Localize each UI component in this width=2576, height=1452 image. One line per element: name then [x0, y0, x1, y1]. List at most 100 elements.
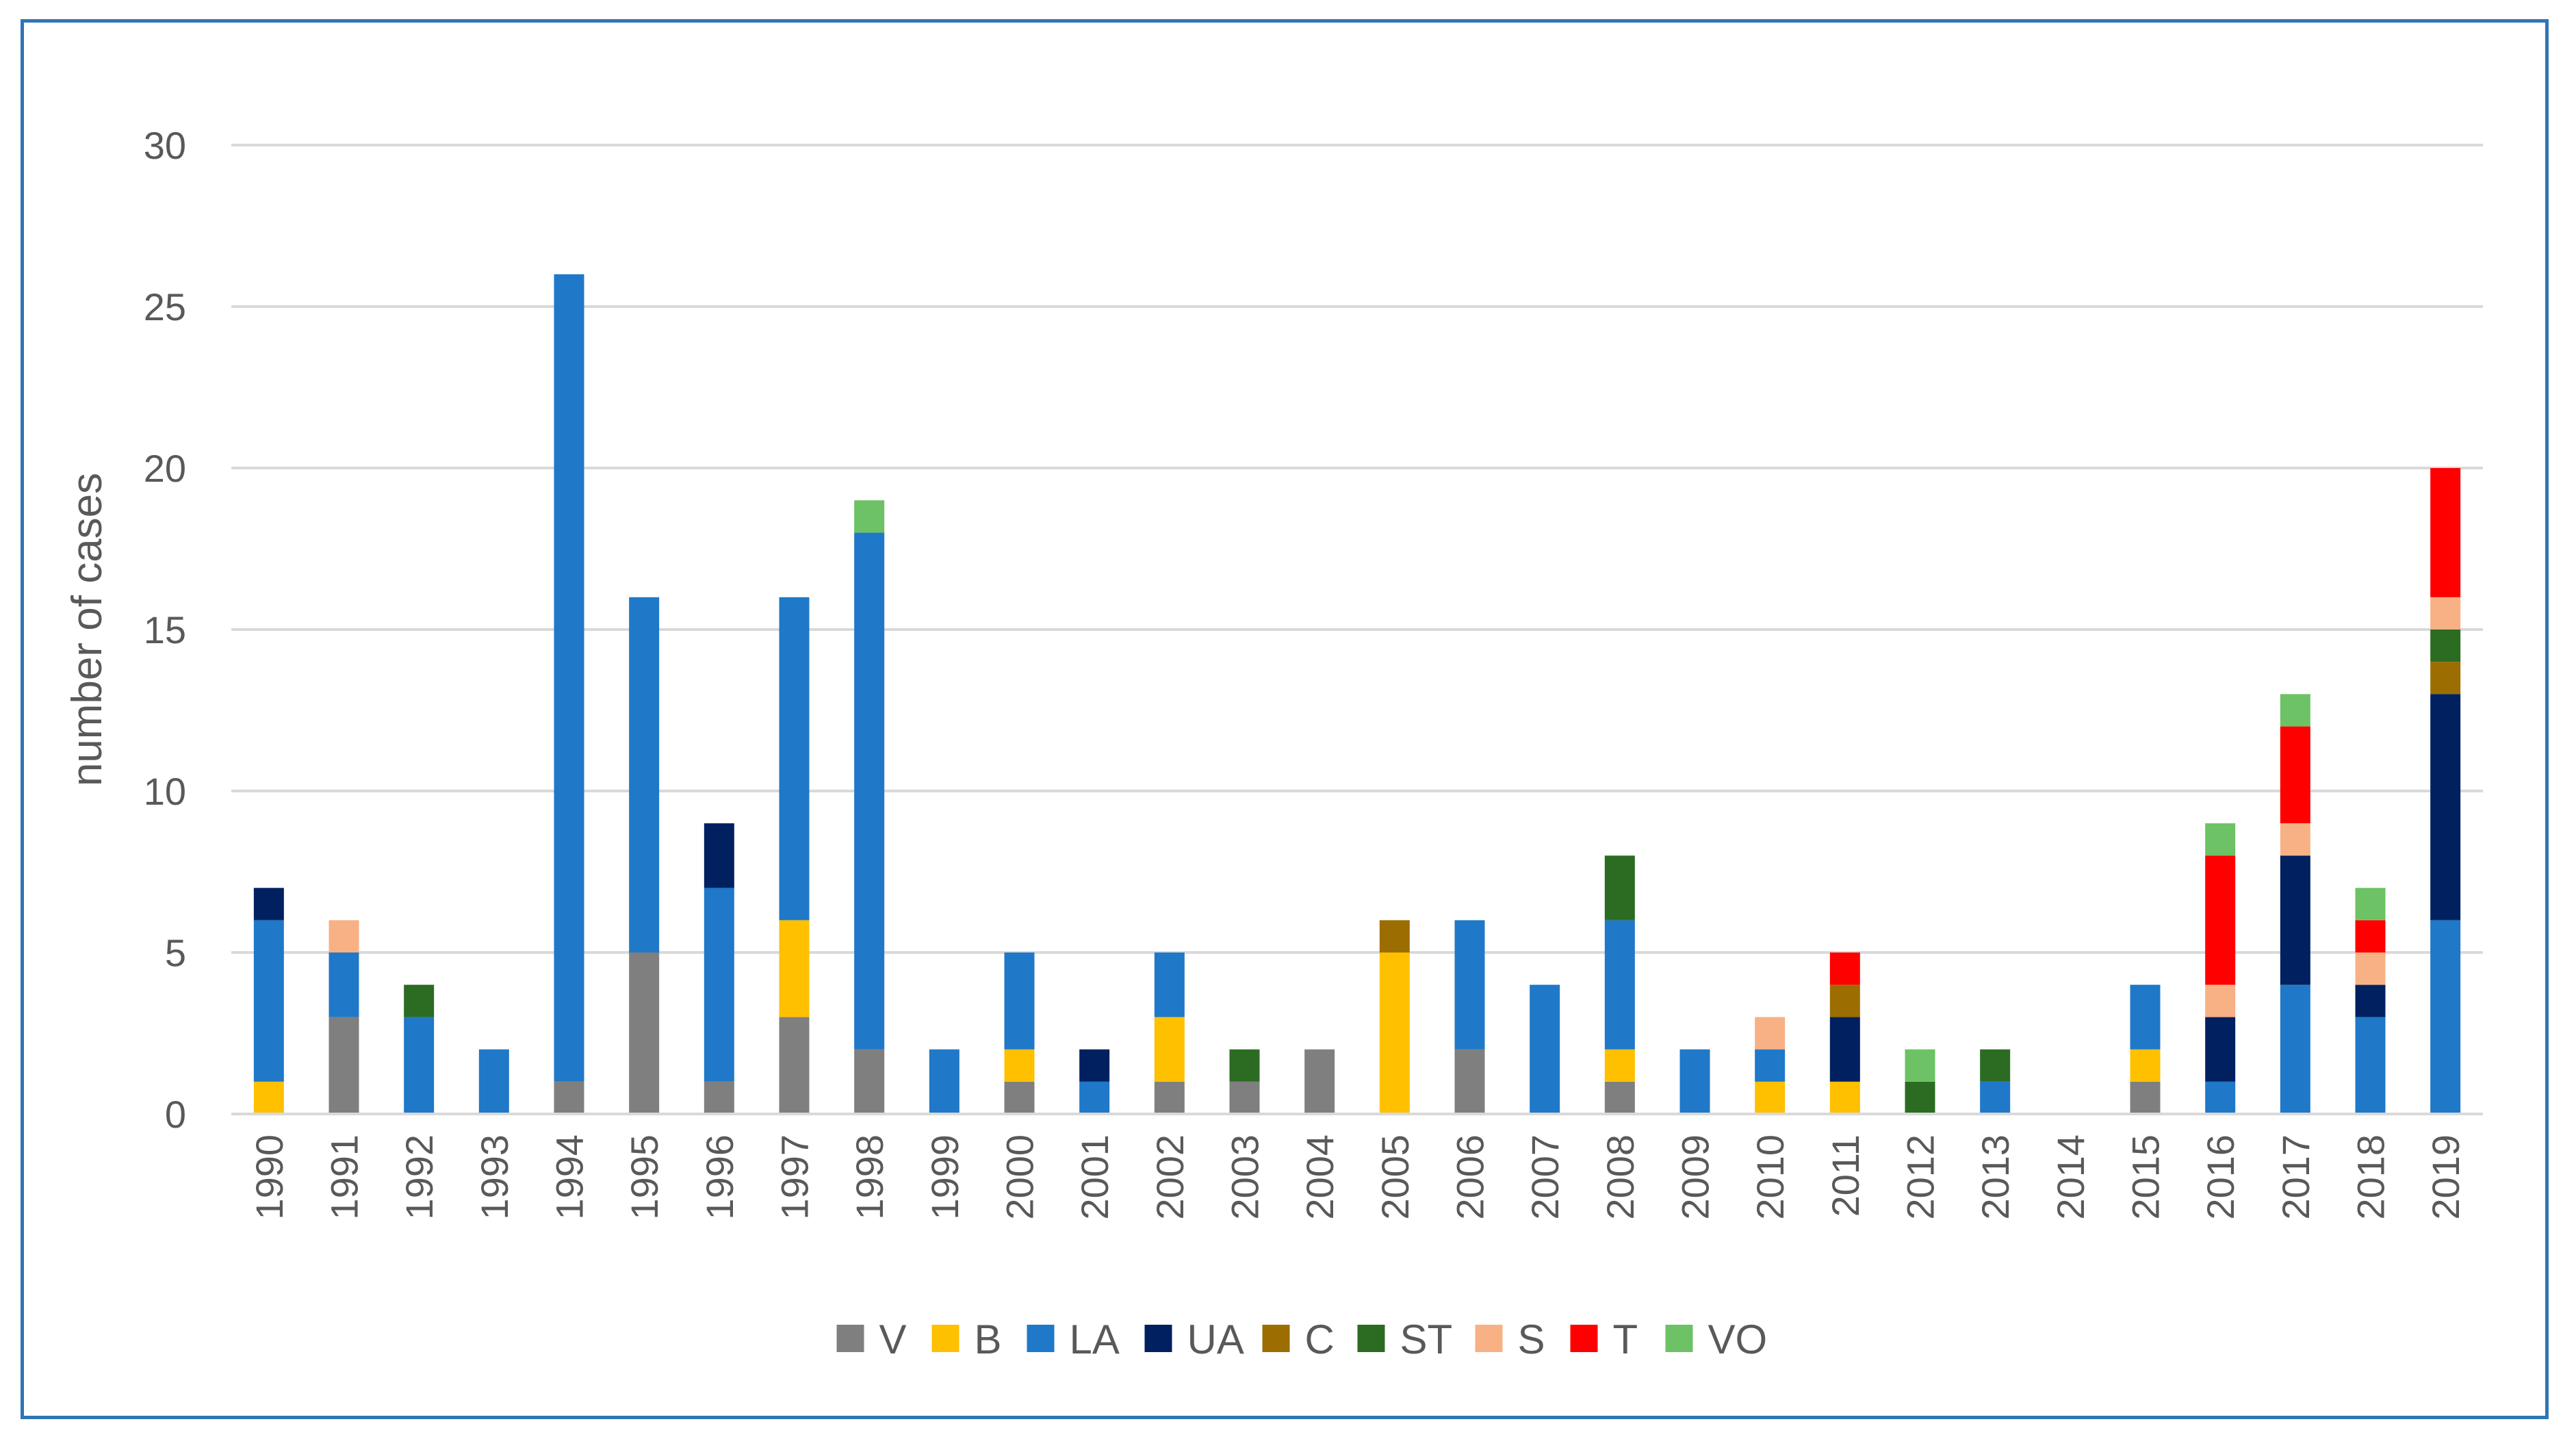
bar-segment-ua-2001: [1079, 1049, 1110, 1082]
bar-segment-la-2002: [1154, 952, 1185, 1017]
bar-segment-la-2017: [2280, 985, 2310, 1114]
bar-segment-ua-2018: [2355, 985, 2386, 1017]
x-tick-label: 1993: [473, 1135, 516, 1220]
legend-swatch: [1144, 1325, 1172, 1352]
bar-segment-ua-2017: [2280, 855, 2310, 985]
bar-segment-ua-1996: [704, 823, 734, 888]
bar-segment-st-2003: [1229, 1049, 1260, 1082]
bar-segment-v-1996: [704, 1081, 734, 1114]
legend-label: T: [1613, 1317, 1638, 1362]
bar-segment-v-1991: [329, 1017, 359, 1114]
bar-segment-b-2000: [1004, 1049, 1035, 1082]
x-tick-label: 2006: [1449, 1135, 1492, 1220]
chart-frame: [21, 19, 2549, 1419]
bar-segment-v-1995: [629, 952, 660, 1114]
bars-layer: [253, 274, 2461, 1114]
x-tick-label: 2001: [1073, 1135, 1116, 1220]
y-tick-label: 15: [144, 608, 186, 651]
legend-item-la: LA: [1027, 1317, 1120, 1362]
bar-segment-st-1992: [404, 985, 435, 1017]
bar-segment-v-2006: [1454, 1049, 1485, 1114]
x-tick-label: 1998: [848, 1135, 891, 1220]
bar-segment-la-1991: [329, 952, 359, 1017]
bar-segment-b-2015: [2130, 1049, 2161, 1082]
bar-segment-la-1992: [404, 1017, 435, 1114]
x-tick-label: 2004: [1298, 1135, 1341, 1220]
x-tick-label: 2007: [1523, 1135, 1567, 1220]
bar-segment-v-2002: [1154, 1081, 1185, 1114]
bar-segment-ua-2016: [2205, 1017, 2236, 1082]
x-tick-label: 2009: [1674, 1135, 1717, 1220]
legend: V B LA UA C ST S T VO: [836, 1317, 1768, 1362]
bar-segment-v-1997: [779, 1017, 810, 1114]
bar-segment-la-2018: [2355, 1017, 2386, 1114]
bar-segment-b-1997: [779, 920, 810, 1017]
bar-segment-v-2015: [2130, 1081, 2161, 1114]
x-tick-labels: 1990 1991 1992 1993 1994 1995 1996 1997 1998 1999…: [248, 1135, 2467, 1220]
bar-segment-c-2005: [1379, 920, 1410, 952]
x-tick-label: 1992: [398, 1135, 441, 1220]
bar-segment-t-2018: [2355, 920, 2386, 952]
legend-swatch: [1357, 1325, 1385, 1352]
x-tick-label: 1995: [623, 1135, 666, 1220]
bar-segment-v-2004: [1304, 1049, 1335, 1114]
bar-segment-la-2008: [1604, 920, 1635, 1050]
legend-label: VO: [1708, 1317, 1768, 1362]
bar-segment-b-2011: [1829, 1081, 1860, 1114]
x-tick-label: 2002: [1148, 1135, 1192, 1220]
legend-item-s: S: [1475, 1317, 1545, 1362]
bar-segment-la-1990: [253, 920, 284, 1082]
bar-segment-v-2000: [1004, 1081, 1035, 1114]
legend-swatch: [1027, 1325, 1055, 1352]
x-tick-label: 2016: [2199, 1135, 2242, 1220]
bar-segment-la-2015: [2130, 985, 2161, 1050]
bar-segment-ua-2011: [1829, 1017, 1860, 1082]
bar-segment-st-2012: [1905, 1081, 1935, 1114]
y-axis-title: number of cases: [64, 473, 111, 786]
bar-segment-b-1990: [253, 1081, 284, 1114]
x-tick-label: 2008: [1599, 1135, 1642, 1220]
y-tick-labels: 0 5 10 15 20 25 30: [144, 124, 186, 1136]
x-tick-label: 1990: [248, 1135, 291, 1220]
bar-segment-la-1995: [629, 597, 660, 952]
x-tick-label: 2012: [1899, 1135, 1942, 1220]
bar-segment-v-1998: [854, 1049, 885, 1114]
y-tick-label: 0: [165, 1093, 186, 1136]
x-tick-label: 2010: [1749, 1135, 1792, 1220]
x-tick-label: 2000: [999, 1135, 1042, 1220]
bar-segment-b-2005: [1379, 952, 1410, 1114]
bar-segment-la-1993: [478, 1049, 509, 1114]
x-tick-label: 2018: [2349, 1135, 2393, 1220]
bar-segment-la-2010: [1755, 1049, 1786, 1082]
bar-segment-st-2008: [1604, 855, 1635, 920]
bar-segment-la-2006: [1454, 920, 1485, 1050]
bar-segment-la-2000: [1004, 952, 1035, 1050]
bar-segment-vo-2017: [2280, 694, 2310, 727]
x-tick-label: 1996: [698, 1135, 741, 1220]
legend-item-ua: UA: [1144, 1317, 1244, 1362]
legend-label: V: [879, 1317, 907, 1362]
bar-segment-la-1997: [779, 597, 810, 920]
legend-label: UA: [1187, 1317, 1244, 1362]
bar-segment-la-2001: [1079, 1081, 1110, 1114]
x-tick-label: 1994: [548, 1135, 591, 1220]
bar-segment-ua-1990: [253, 887, 284, 920]
bar-segment-st-2013: [1980, 1049, 2011, 1082]
legend-swatch: [1262, 1325, 1290, 1352]
legend-item-st: ST: [1357, 1317, 1452, 1362]
bar-segment-v-2003: [1229, 1081, 1260, 1114]
y-tick-label: 30: [144, 124, 186, 167]
bar-segment-t-2016: [2205, 855, 2236, 985]
legend-item-b: B: [931, 1317, 1002, 1362]
bar-segment-c-2019: [2430, 662, 2461, 695]
x-tick-label: 2005: [1374, 1135, 1417, 1220]
bar-segment-s-2010: [1755, 1017, 1786, 1050]
bar-segment-la-1998: [854, 532, 885, 1050]
legend-swatch: [1665, 1325, 1693, 1352]
bar-segment-t-2019: [2430, 468, 2461, 597]
bar-segment-s-2018: [2355, 952, 2386, 985]
legend-swatch: [1570, 1325, 1598, 1352]
bar-segment-la-1996: [704, 887, 734, 1082]
bar-segment-la-2016: [2205, 1081, 2236, 1114]
